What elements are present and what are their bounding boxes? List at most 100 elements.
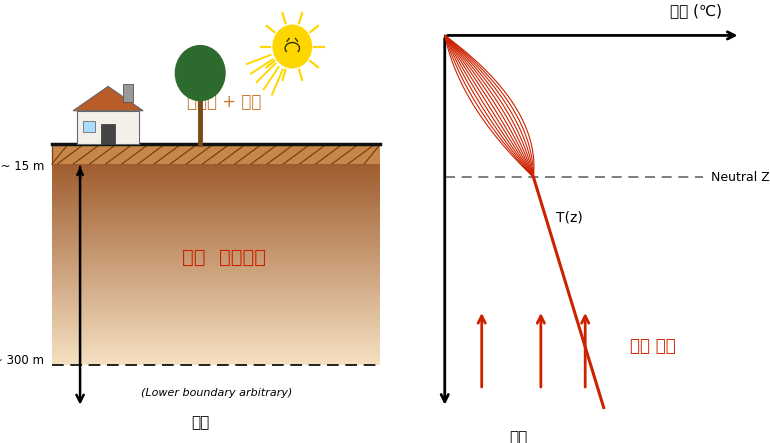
Bar <box>52 280 380 281</box>
Bar <box>52 303 380 304</box>
Bar <box>52 265 380 266</box>
Bar <box>52 364 380 365</box>
Bar <box>52 274 380 275</box>
Bar <box>52 266 380 267</box>
Bar <box>52 246 380 247</box>
Bar <box>52 294 380 295</box>
Bar <box>52 236 380 237</box>
Bar <box>52 325 380 326</box>
Bar <box>52 229 380 230</box>
Bar <box>52 271 380 272</box>
Bar <box>52 181 380 182</box>
Bar <box>52 354 380 355</box>
Bar <box>52 185 380 186</box>
Text: Neutral Zone: Neutral Zone <box>711 171 770 184</box>
Bar <box>52 344 380 345</box>
Bar <box>52 347 380 348</box>
Bar <box>52 324 380 325</box>
Bar <box>52 299 380 300</box>
Bar <box>52 269 380 270</box>
Bar <box>52 311 380 312</box>
Bar <box>52 259 380 260</box>
Text: T(z): T(z) <box>556 210 582 224</box>
Bar <box>52 224 380 225</box>
Bar <box>52 286 380 287</box>
Bar <box>52 228 380 229</box>
Bar <box>123 84 133 102</box>
Bar <box>52 195 380 196</box>
Bar <box>52 362 380 363</box>
Bar <box>52 309 380 310</box>
Bar <box>52 292 380 293</box>
Bar <box>52 171 380 172</box>
Bar <box>52 243 380 244</box>
Bar <box>52 241 380 242</box>
Bar <box>52 173 380 174</box>
Bar <box>52 191 380 192</box>
Bar <box>52 343 380 344</box>
Bar <box>52 356 380 357</box>
Bar <box>52 216 380 217</box>
Bar <box>52 211 380 212</box>
Bar <box>52 334 380 335</box>
Bar <box>52 227 380 228</box>
Bar <box>52 202 380 203</box>
Bar <box>52 252 380 253</box>
Bar <box>52 363 380 364</box>
Bar <box>52 336 380 337</box>
Bar <box>52 219 380 220</box>
Bar <box>52 242 380 243</box>
Bar <box>52 207 380 208</box>
Bar <box>52 341 380 342</box>
Bar <box>52 272 380 273</box>
Bar <box>52 199 380 200</box>
Bar <box>52 188 380 189</box>
Bar <box>52 257 380 258</box>
Bar <box>52 317 380 318</box>
Bar <box>52 281 380 282</box>
Bar <box>52 168 380 169</box>
Bar <box>52 284 380 285</box>
Bar <box>52 209 380 210</box>
Bar <box>52 222 380 223</box>
Bar <box>52 290 380 291</box>
Bar <box>52 170 380 171</box>
Text: 깊이: 깊이 <box>191 415 209 430</box>
Bar <box>52 327 380 328</box>
Bar <box>52 335 380 336</box>
Bar <box>52 338 380 339</box>
Bar <box>52 231 380 232</box>
Bar <box>52 258 380 259</box>
Bar <box>52 302 380 303</box>
Bar <box>52 310 380 311</box>
Bar <box>52 178 380 179</box>
Bar <box>52 256 380 257</box>
Bar <box>52 313 380 314</box>
Bar <box>52 230 380 231</box>
Bar <box>52 262 380 263</box>
Bar <box>52 264 380 265</box>
Polygon shape <box>73 86 143 111</box>
Bar <box>52 226 380 227</box>
Text: 태양열 + 지열: 태양열 + 지열 <box>187 93 261 111</box>
Circle shape <box>176 46 225 101</box>
Bar <box>52 255 380 256</box>
Bar <box>52 197 380 198</box>
Bar <box>52 349 380 350</box>
Bar <box>52 279 380 280</box>
Bar <box>52 291 380 292</box>
Bar <box>52 260 380 261</box>
Bar <box>52 176 380 177</box>
Bar <box>52 263 380 264</box>
Bar <box>52 167 380 168</box>
Bar <box>52 204 380 205</box>
Bar <box>52 353 380 354</box>
Bar <box>52 320 380 321</box>
Bar <box>52 333 380 334</box>
Bar <box>101 124 116 144</box>
Bar <box>52 245 380 246</box>
Bar <box>52 220 380 221</box>
Bar <box>52 194 380 195</box>
Bar <box>52 261 380 262</box>
Bar <box>52 293 380 294</box>
